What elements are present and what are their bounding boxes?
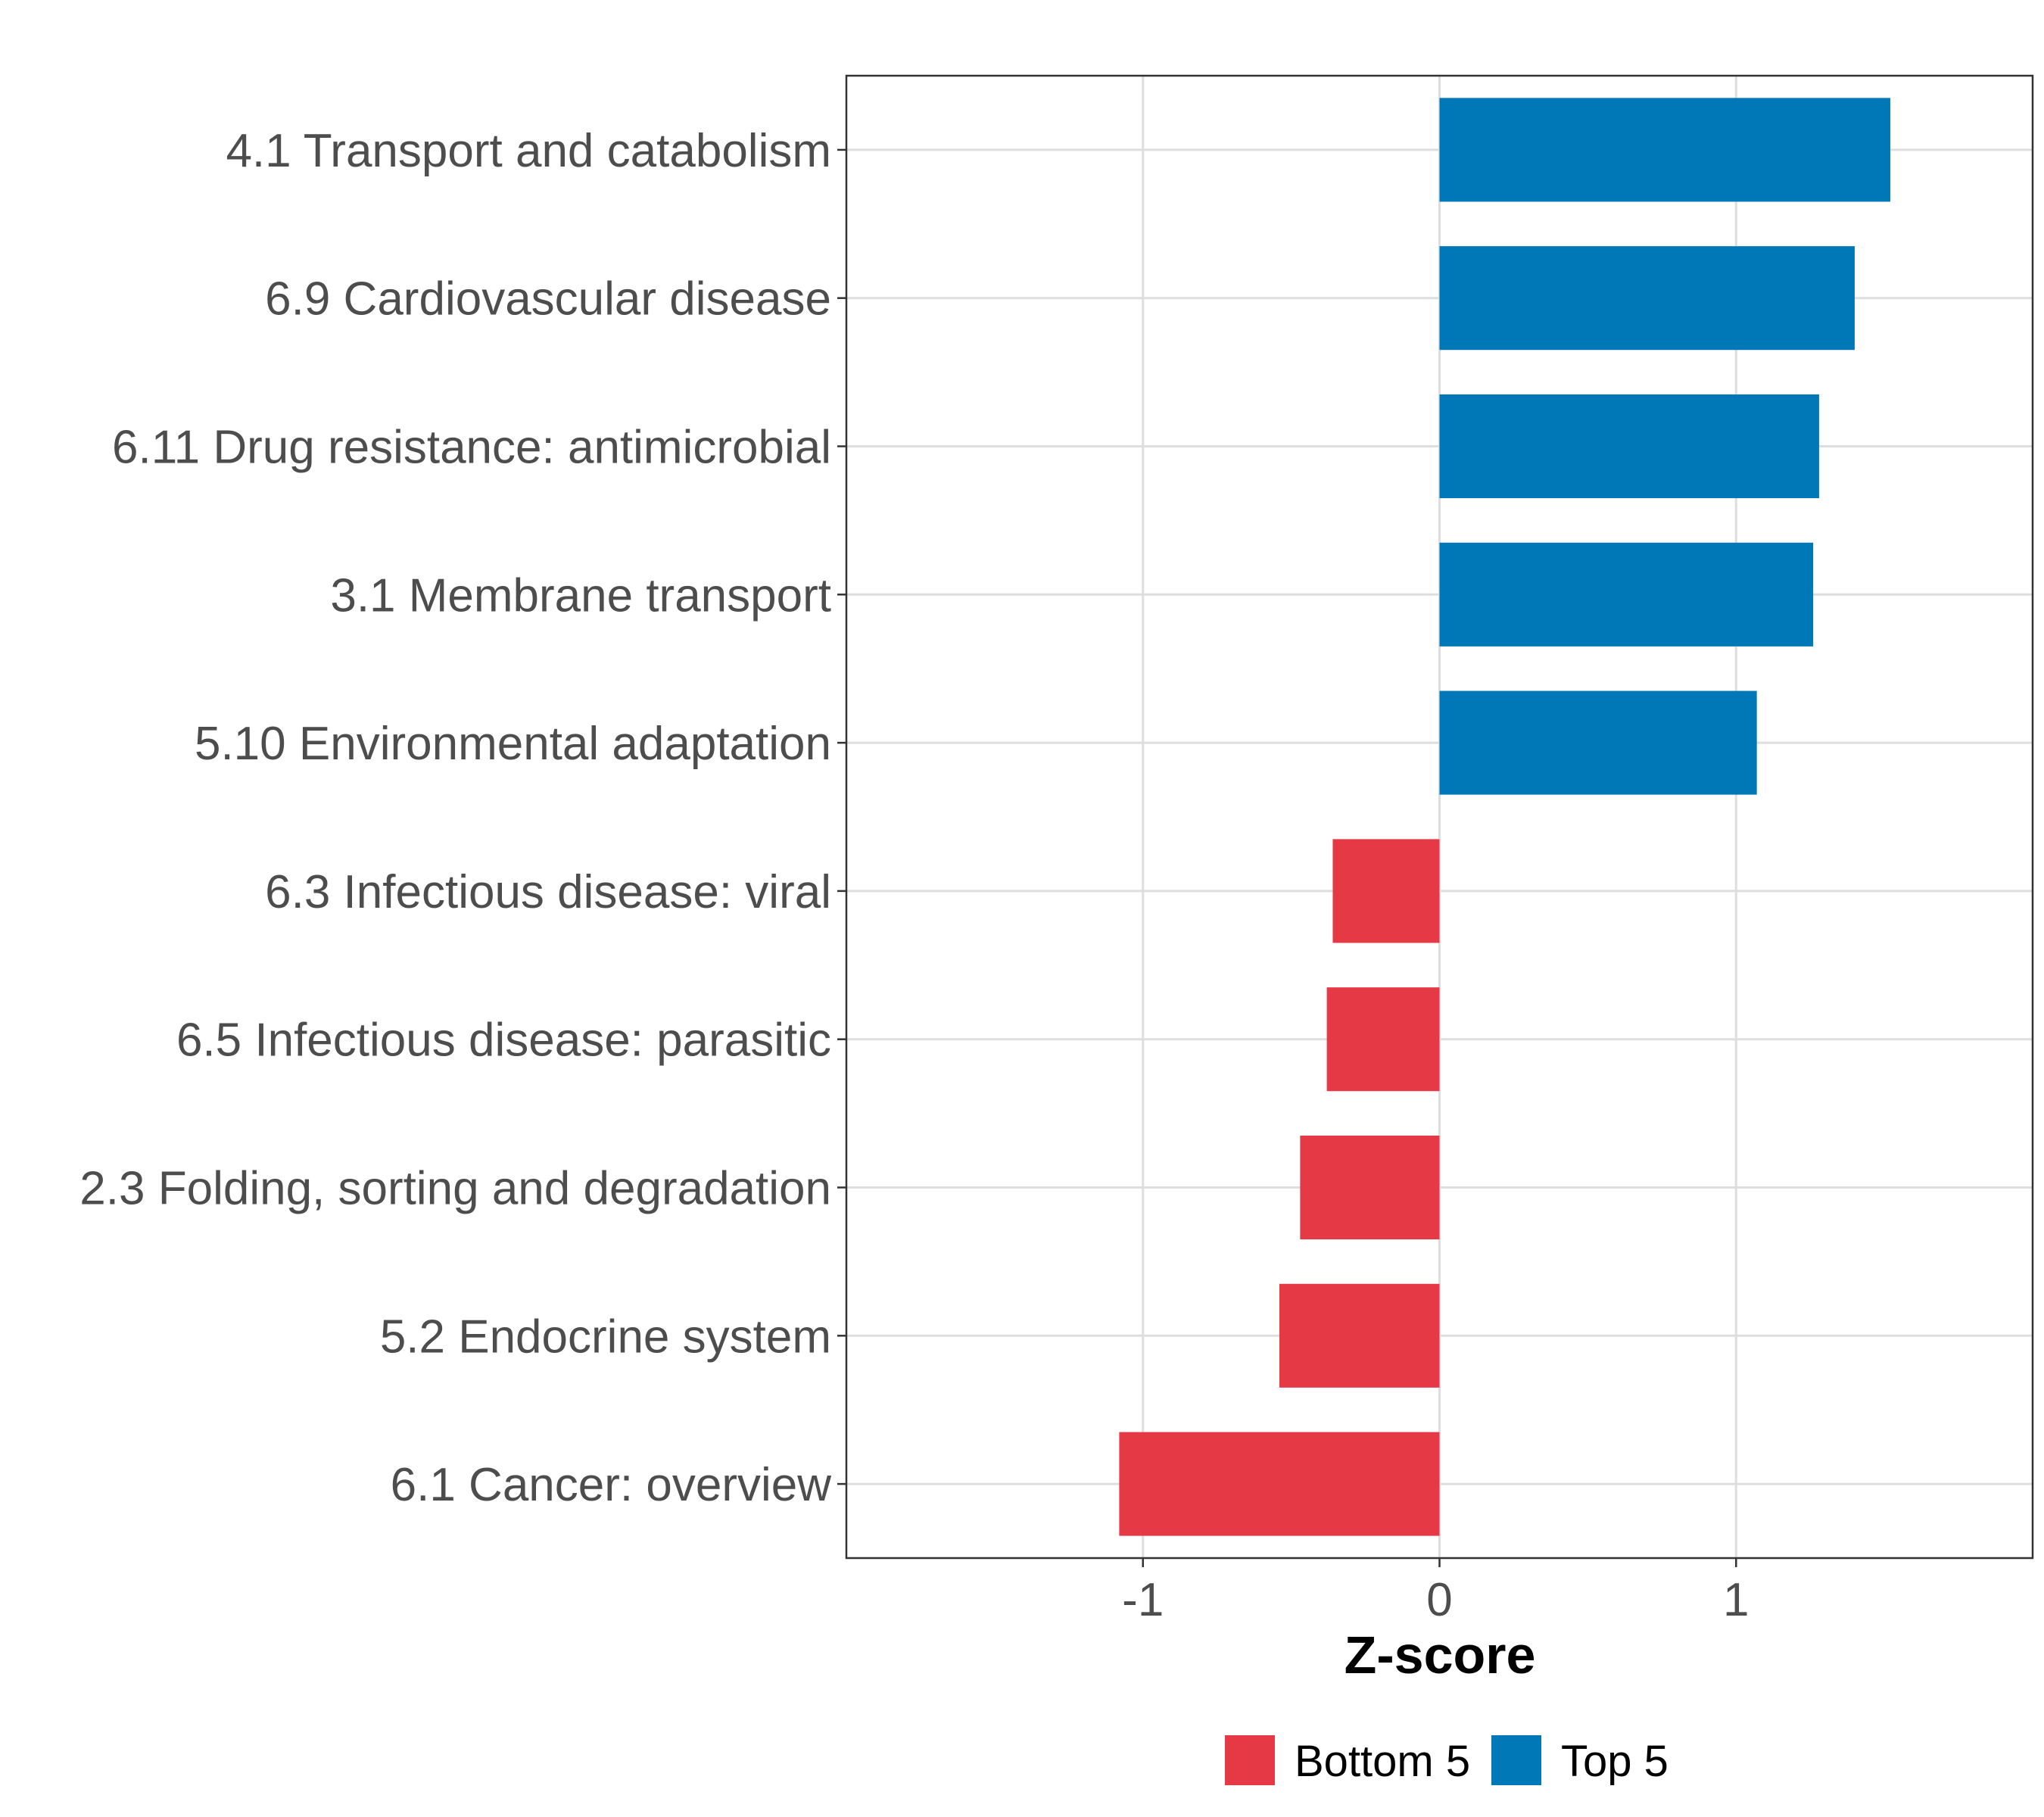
bar [1119,1432,1440,1536]
bar [1439,394,1819,499]
x-tick-label: -1 [1122,1574,1164,1626]
legend-key [1491,1735,1541,1785]
x-tick-label: 1 [1723,1574,1749,1626]
y-tick-label: 5.2 Endocrine system [380,1311,831,1363]
y-tick-label: 6.1 Cancer: overview [391,1459,832,1511]
y-tick-label: 2.3 Folding, sorting and degradation [79,1163,831,1215]
x-tick-label: 0 [1426,1574,1452,1626]
legend-label: Top 5 [1561,1737,1669,1786]
bar [1439,246,1855,351]
y-tick-label: 4.1 Transport and catabolism [226,125,831,177]
bar [1332,839,1440,943]
x-axis: -1 0 1 [1122,1558,1749,1626]
legend: Bottom 5 Top 5 [1225,1735,1669,1786]
bar [1439,690,1757,795]
y-tick-label: 3.1 Membrane transport [330,569,831,622]
x-axis-title: Z-score [1344,1625,1536,1685]
bar [1300,1135,1440,1240]
bar [1326,987,1440,1092]
y-tick-label: 6.3 Infectious disease: viral [265,866,831,918]
bars [1119,98,1890,1536]
legend-label: Bottom 5 [1295,1737,1470,1786]
bar [1279,1283,1440,1388]
y-axis: 4.1 Transport and catabolism 6.9 Cardiova… [79,125,846,1511]
y-tick-label: 6.9 Cardiovascular disease [265,273,831,326]
legend-key [1225,1735,1275,1785]
y-tick-label: 6.5 Infectious disease: parasitic [176,1014,831,1067]
bar [1439,98,1890,202]
bar [1439,542,1814,647]
y-tick-label: 5.10 Environmental adaptation [195,718,831,770]
y-tick-label: 6.11 Drug resistance: antimicrobial [112,422,831,474]
